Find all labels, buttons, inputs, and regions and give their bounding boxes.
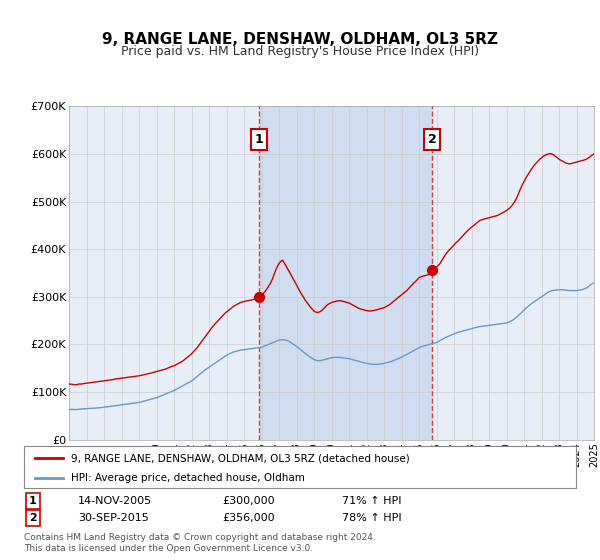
Text: 1: 1 — [29, 496, 37, 506]
Text: £300,000: £300,000 — [222, 496, 275, 506]
Text: 2: 2 — [29, 513, 37, 523]
Text: Price paid vs. HM Land Registry's House Price Index (HPI): Price paid vs. HM Land Registry's House … — [121, 45, 479, 58]
Text: 2: 2 — [428, 133, 437, 146]
Text: 71% ↑ HPI: 71% ↑ HPI — [342, 496, 401, 506]
Text: HPI: Average price, detached house, Oldham: HPI: Average price, detached house, Oldh… — [71, 473, 305, 483]
Bar — [259, 106, 432, 440]
Text: Contains HM Land Registry data © Crown copyright and database right 2024.
This d: Contains HM Land Registry data © Crown c… — [24, 533, 376, 553]
Text: £356,000: £356,000 — [222, 513, 275, 523]
Text: 14-NOV-2005: 14-NOV-2005 — [78, 496, 152, 506]
Text: 1: 1 — [255, 133, 263, 146]
Text: 9, RANGE LANE, DENSHAW, OLDHAM, OL3 5RZ: 9, RANGE LANE, DENSHAW, OLDHAM, OL3 5RZ — [102, 32, 498, 46]
Text: 30-SEP-2015: 30-SEP-2015 — [78, 513, 149, 523]
Text: 78% ↑ HPI: 78% ↑ HPI — [342, 513, 401, 523]
Text: 9, RANGE LANE, DENSHAW, OLDHAM, OL3 5RZ (detached house): 9, RANGE LANE, DENSHAW, OLDHAM, OL3 5RZ … — [71, 453, 410, 463]
